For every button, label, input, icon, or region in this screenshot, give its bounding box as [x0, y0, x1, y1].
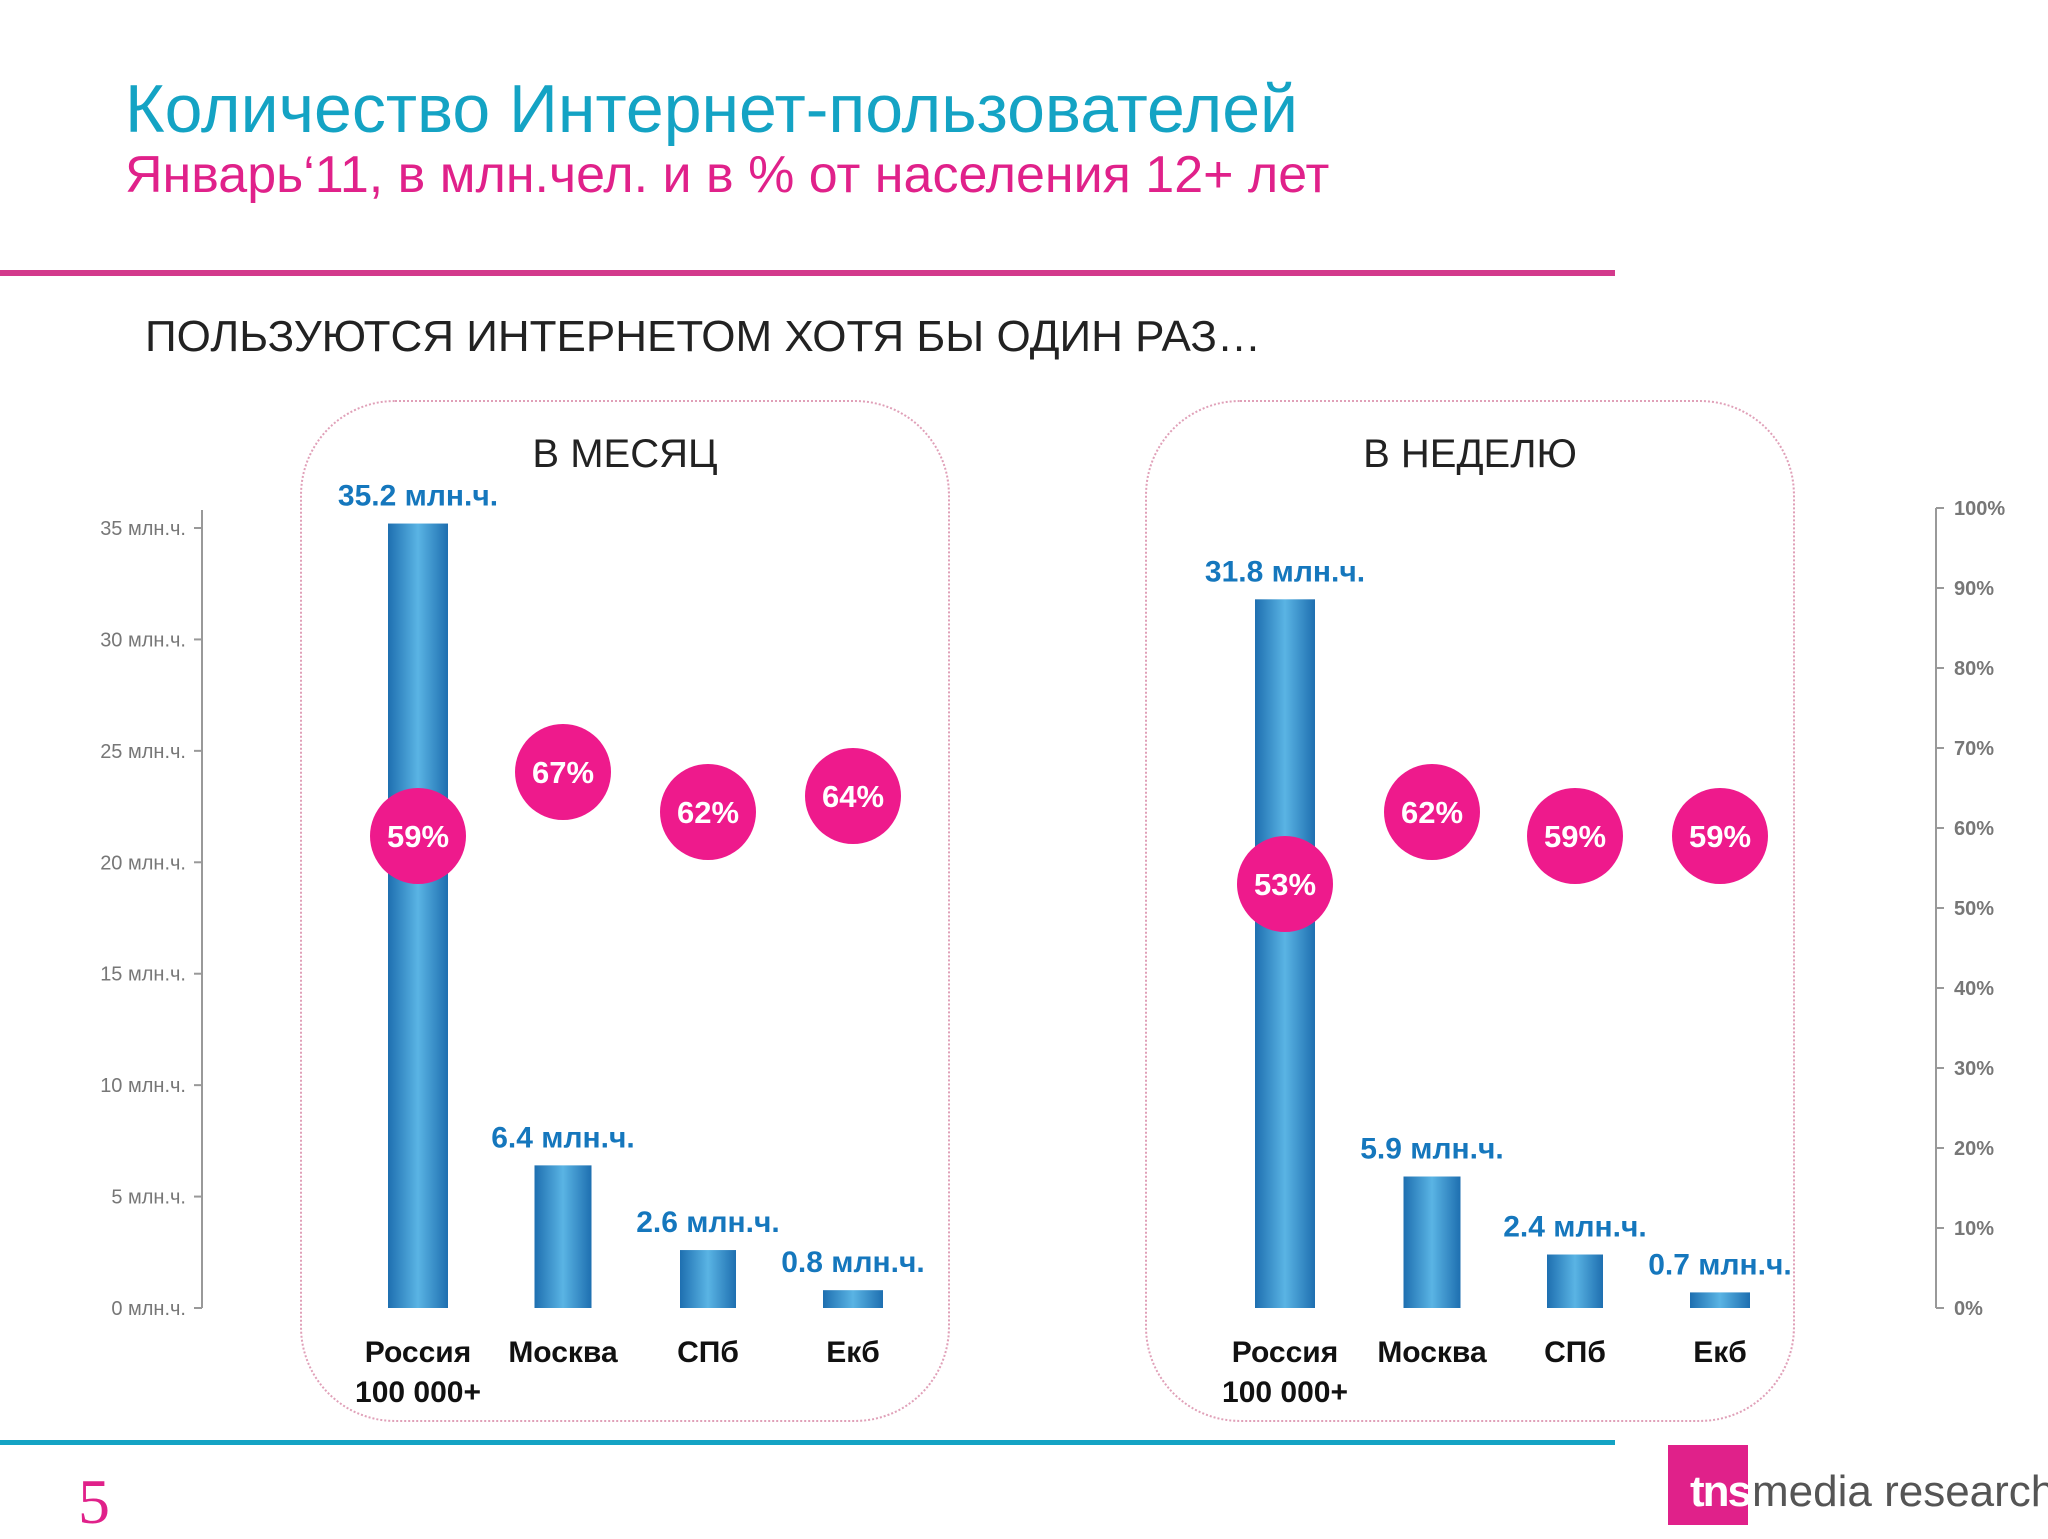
percent-label: 62% — [677, 795, 739, 830]
percent-bubble — [1384, 764, 1480, 860]
right-axis-tick-label: 80% — [1954, 658, 1994, 680]
left-axis-tick-label: 20 млн.ч. — [100, 852, 186, 874]
bar — [823, 1290, 883, 1308]
percent-label: 67% — [532, 755, 594, 790]
left-axis-tick-label: 15 млн.ч. — [100, 964, 186, 986]
bar-value-label: 5.9 млн.ч. — [1360, 1133, 1504, 1166]
category-label: Россия — [365, 1336, 472, 1369]
percent-bubble — [1527, 788, 1623, 884]
bar-value-label: 35.2 млн.ч. — [338, 480, 498, 513]
bar — [388, 523, 448, 1308]
panel-weekly: В НЕДЕЛЮ — [1145, 400, 1795, 1422]
logo-mark: tns — [1668, 1445, 1752, 1525]
page-title: Количество Интернет-пользователей — [125, 71, 1298, 147]
category-label: Екб — [1693, 1336, 1747, 1369]
bar — [1255, 599, 1315, 1308]
bar — [534, 1165, 592, 1308]
percent-bubble — [515, 724, 611, 820]
category-label: СПб — [1544, 1336, 1606, 1369]
left-axis-tick-label: 5 млн.ч. — [111, 1187, 186, 1209]
percent-bubble — [805, 748, 901, 844]
category-label: Екб — [826, 1336, 880, 1369]
right-axis-tick-label: 20% — [1954, 1138, 1994, 1160]
right-axis-tick-label: 90% — [1954, 578, 1994, 600]
percent-label: 62% — [1401, 795, 1463, 830]
logo-mark-text: tns — [1690, 1467, 1752, 1516]
right-axis-tick-label: 30% — [1954, 1058, 1994, 1080]
right-axis-tick-label: 10% — [1954, 1218, 1994, 1240]
category-label: Москва — [508, 1336, 618, 1369]
right-axis-tick-label: 40% — [1954, 978, 1994, 1000]
panel-monthly: В МЕСЯЦ — [300, 400, 950, 1422]
right-axis-tick-label: 50% — [1954, 898, 1994, 920]
percent-label: 59% — [1689, 819, 1751, 854]
panel-title-monthly: В МЕСЯЦ — [532, 432, 718, 476]
percent-bubble — [370, 788, 466, 884]
percent-label: 59% — [1544, 819, 1606, 854]
page-number: 5 — [78, 1466, 110, 1537]
bar-value-label: 0.8 млн.ч. — [781, 1246, 925, 1279]
bar-value-label: 2.4 млн.ч. — [1503, 1211, 1647, 1244]
left-axis-tick-label: 35 млн.ч. — [100, 518, 186, 540]
bar — [680, 1250, 736, 1308]
bar — [1690, 1292, 1750, 1308]
percent-bubble — [1672, 788, 1768, 884]
top-divider — [0, 270, 1615, 276]
right-axis-tick-label: 70% — [1954, 738, 1994, 760]
category-label: СПб — [677, 1336, 739, 1369]
category-label: Россия — [1232, 1336, 1339, 1369]
page-subtitle: Январь‘11, в млн.чел. и в % от населения… — [125, 146, 1330, 204]
bottom-divider — [0, 1440, 1615, 1445]
logo-text: media research — [1752, 1467, 2048, 1516]
bar — [1547, 1254, 1603, 1308]
percent-label: 64% — [822, 779, 884, 814]
category-label: Москва — [1377, 1336, 1487, 1369]
right-axis-tick-label: 60% — [1954, 818, 1994, 840]
category-label: 100 000+ — [1222, 1376, 1348, 1409]
left-axis-tick-label: 0 млн.ч. — [111, 1298, 186, 1320]
bar — [1403, 1176, 1461, 1308]
right-axis-tick-label: 100% — [1954, 498, 2005, 520]
left-axis-tick-label: 10 млн.ч. — [100, 1075, 186, 1097]
category-label: 100 000+ — [355, 1376, 481, 1409]
bar-value-label: 31.8 млн.ч. — [1205, 555, 1365, 588]
percent-bubble — [1237, 836, 1333, 932]
percent-bubble — [660, 764, 756, 860]
bar-value-label: 2.6 млн.ч. — [636, 1206, 780, 1239]
left-axis-tick-label: 30 млн.ч. — [100, 629, 186, 651]
bar-value-label: 6.4 млн.ч. — [491, 1121, 635, 1154]
percent-label: 53% — [1254, 867, 1316, 902]
left-axis-tick-label: 25 млн.ч. — [100, 741, 186, 763]
panel-title-weekly: В НЕДЕЛЮ — [1363, 432, 1577, 476]
percent-label: 59% — [387, 819, 449, 854]
section-heading: ПОЛЬЗУЮТСЯ ИНТЕРНЕТОМ ХОТЯ БЫ ОДИН РАЗ… — [145, 312, 1261, 361]
bar-value-label: 0.7 млн.ч. — [1648, 1248, 1792, 1281]
right-axis-tick-label: 0% — [1954, 1298, 1983, 1320]
